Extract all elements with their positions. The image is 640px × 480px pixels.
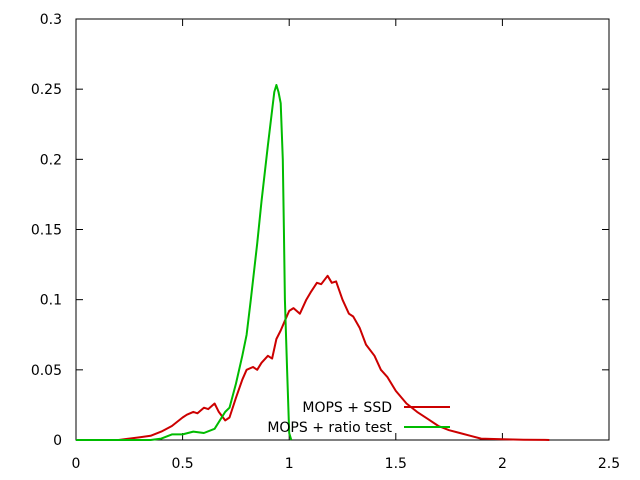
y-tick-label: 0.1 xyxy=(40,293,62,309)
plot-frame xyxy=(75,18,610,441)
x-tick-label: 0.5 xyxy=(171,456,193,472)
series-layer xyxy=(76,84,550,441)
legend-label: MOPS + SSD xyxy=(302,400,392,416)
x-tick-label: 0 xyxy=(72,456,81,472)
x-tick-label: 1 xyxy=(285,456,294,472)
y-tick-label: 0 xyxy=(53,433,62,449)
series-line-1 xyxy=(76,84,293,441)
y-axis: 0 0.05 0.1 0.15 0.2 0.25 0.3 xyxy=(31,12,609,449)
y-tick-label: 0.2 xyxy=(40,152,62,168)
x-axis: 0 0.5 1 1.5 2 2.5 xyxy=(72,19,620,472)
y-tick-label: 0.25 xyxy=(31,82,62,98)
legend: MOPS + SSD MOPS + ratio test xyxy=(267,400,450,436)
y-tick-label: 0.05 xyxy=(31,363,62,379)
legend-label: MOPS + ratio test xyxy=(267,420,392,436)
x-tick-label: 2 xyxy=(498,456,507,472)
x-tick-label: 1.5 xyxy=(385,456,407,472)
series-line-0 xyxy=(76,274,550,441)
y-tick-label: 0.3 xyxy=(40,12,62,28)
x-tick-label: 2.5 xyxy=(598,456,620,472)
y-tick-label: 0.15 xyxy=(31,223,62,239)
